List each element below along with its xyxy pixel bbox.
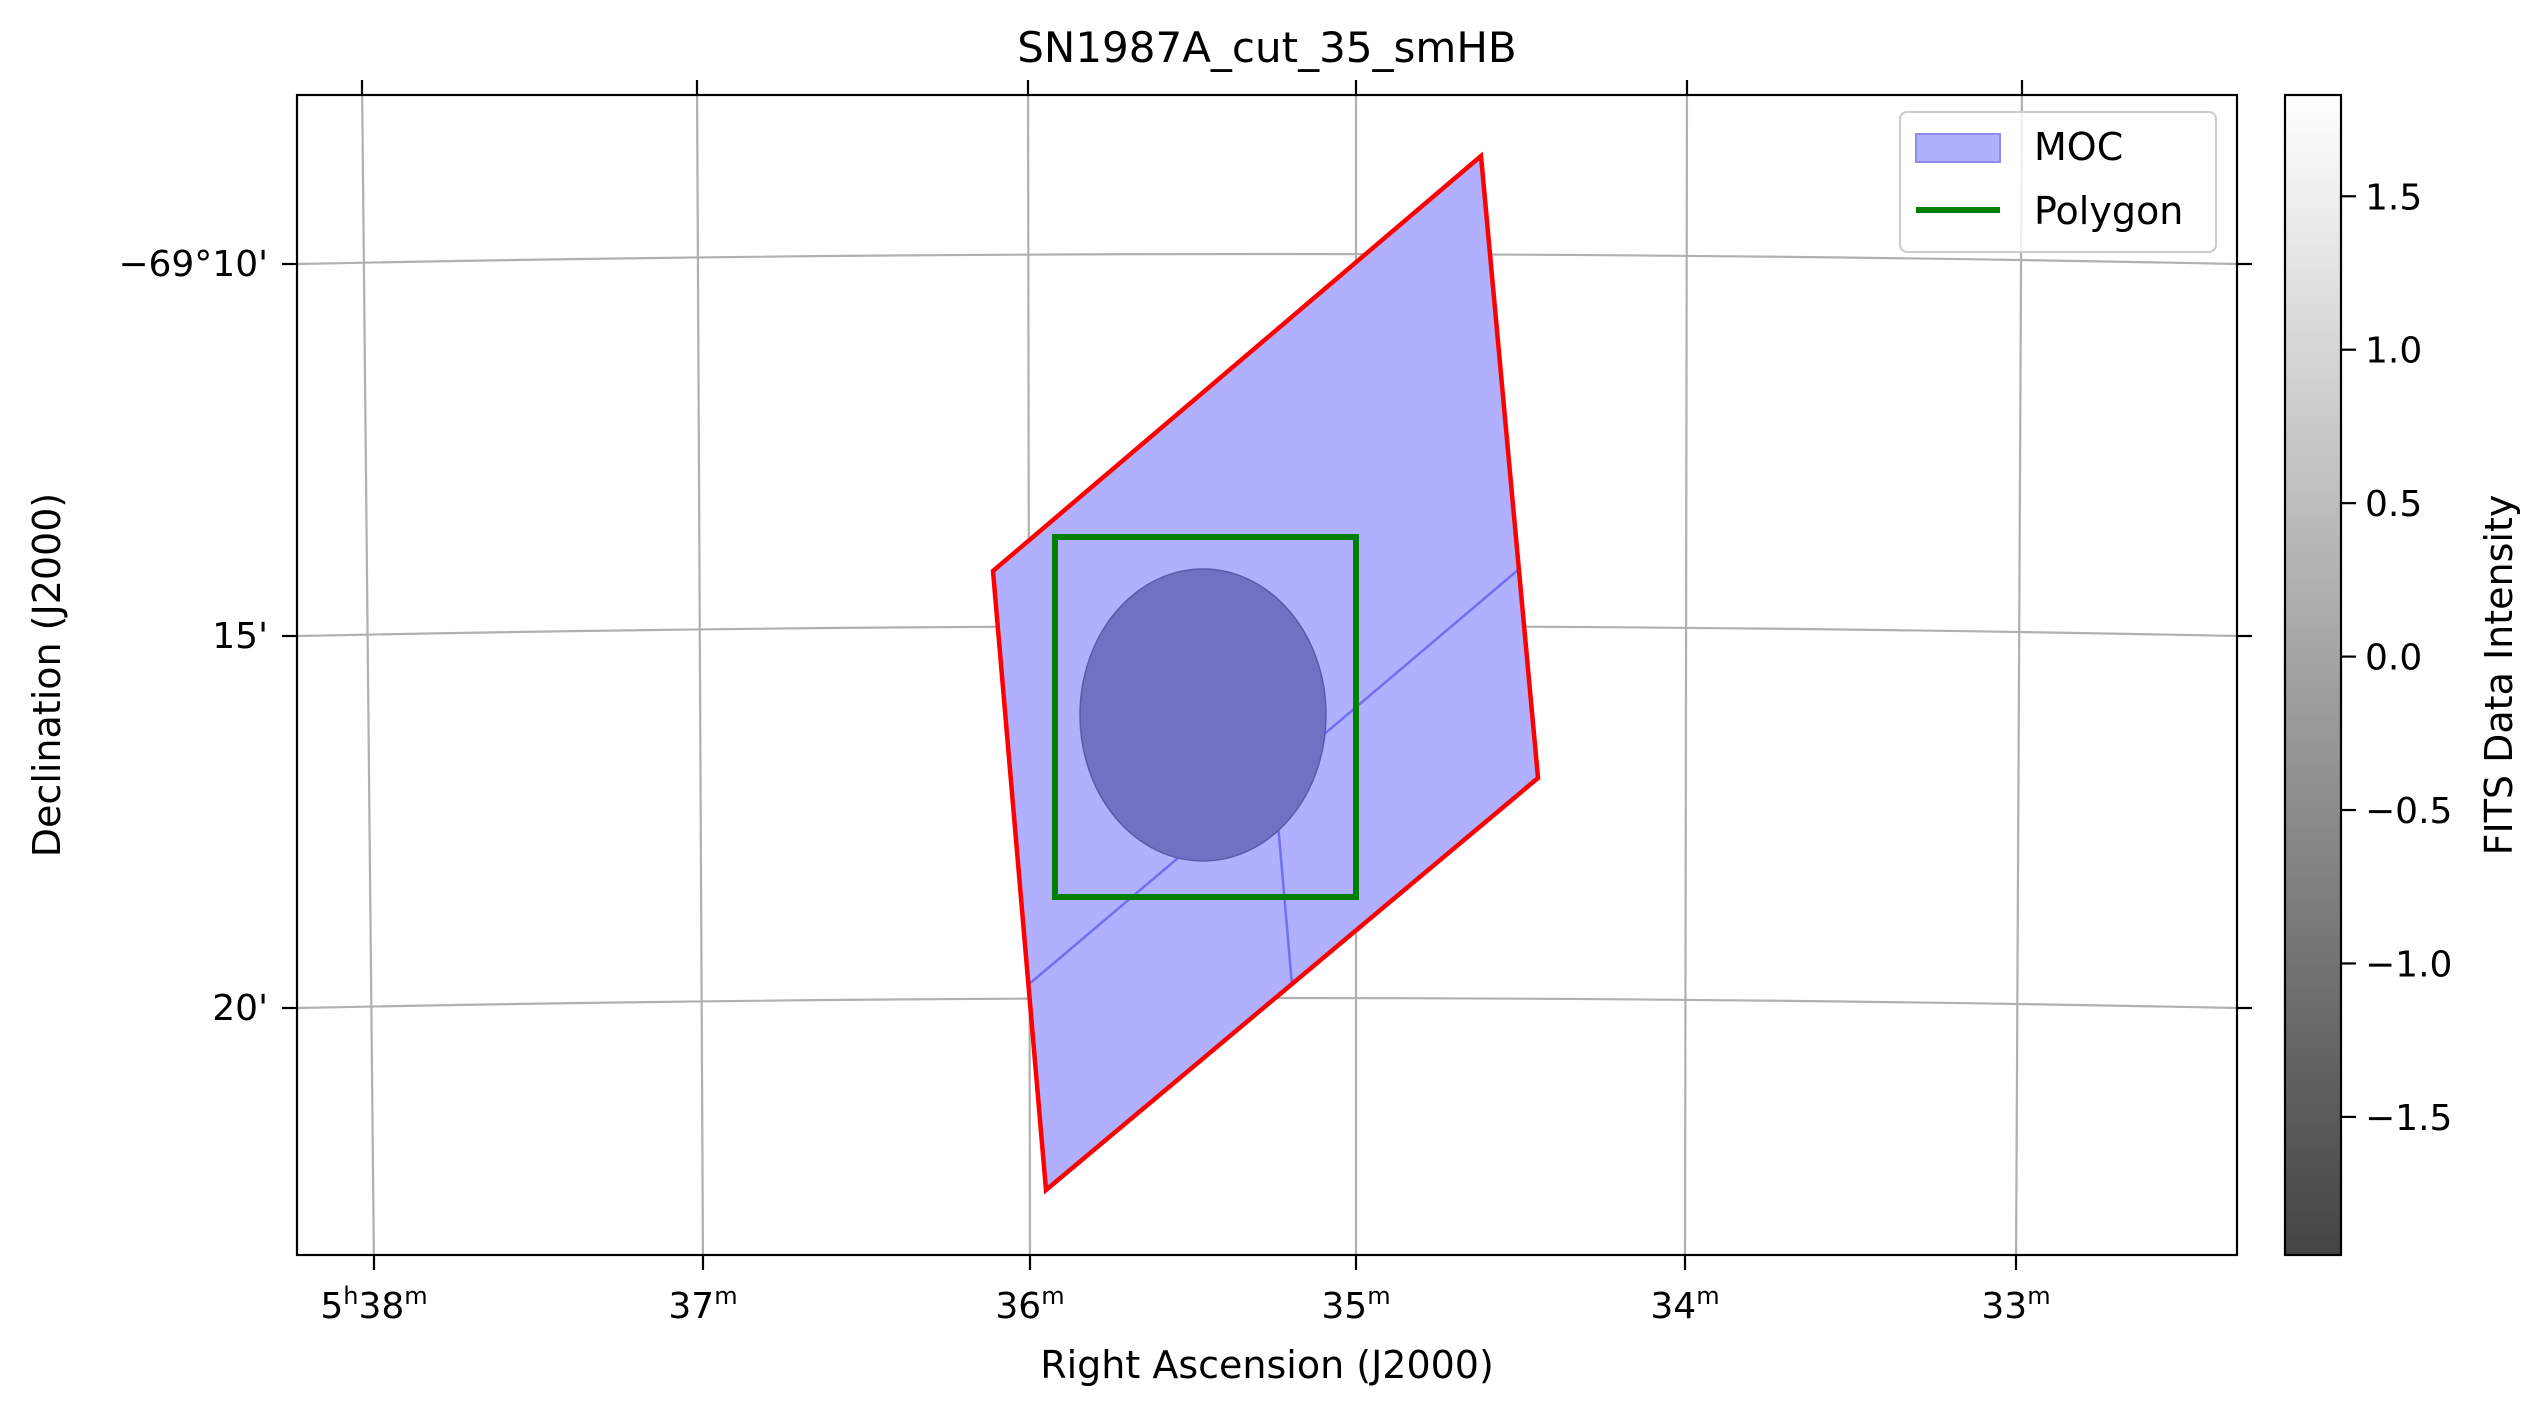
axes-frame <box>295 93 2239 1257</box>
moc-outline <box>990 151 1541 1195</box>
colorbar-label: FITS Data Intensity <box>2477 495 2521 856</box>
colorbar-gradient <box>2283 93 2343 1257</box>
y-axis-label: Declination (J2000) <box>25 493 69 857</box>
tick-marks <box>282 80 2252 1270</box>
chart-title: SN1987A_cut_35_smHB <box>1017 23 1517 72</box>
plot-area: 5h38m 37m 36m 35m 34m 33m −69°10' 15' 20… <box>25 80 2252 1387</box>
legend-moc-swatch <box>1915 133 2001 163</box>
polygon-shape <box>1052 534 1359 900</box>
colorbar-tick-label: 0.0 <box>2365 638 2422 679</box>
colorbar-tick-label: 1.0 <box>2365 331 2422 372</box>
x-tick-labels: 5h38m 37m 36m 35m 34m 33m <box>320 1282 2050 1327</box>
colorbar-tick-label: 0.5 <box>2365 484 2422 525</box>
x-tick-label: 5h38m <box>320 1282 427 1327</box>
grid-dec-10m <box>297 252 2237 266</box>
x-tick-label: 36m <box>995 1282 1064 1327</box>
colorbar-tick-label: −0.5 <box>2365 791 2452 832</box>
colorbar-tick-label: −1.5 <box>2365 1098 2452 1139</box>
grid-ra-34m <box>1683 95 1689 1255</box>
colorbar-tick-label: 1.5 <box>2365 177 2422 218</box>
legend-moc-label: MOC <box>2034 125 2123 169</box>
y-tick-label: −69°10' <box>118 244 268 285</box>
y-tick-label: 15' <box>212 616 268 657</box>
grid-ra-33m <box>2014 95 2024 1255</box>
grid-ra-37m <box>695 95 705 1255</box>
x-tick-label: 37m <box>668 1282 737 1327</box>
colorbar-tick-label: −1.0 <box>2365 944 2452 985</box>
y-tick-labels: −69°10' 15' 20' <box>118 244 268 1029</box>
legend-polygon-label: Polygon <box>2034 189 2183 233</box>
x-tick-label: 33m <box>1981 1282 2050 1327</box>
x-tick-label: 34m <box>1650 1282 1719 1327</box>
x-axis-label: Right Ascension (J2000) <box>1040 1343 1494 1387</box>
x-tick-label: 35m <box>1321 1282 1390 1327</box>
y-tick-label: 20' <box>212 988 268 1029</box>
legend: MOC Polygon <box>1899 111 2217 253</box>
grid-ra-38m <box>361 95 375 1255</box>
colorbar-ticks: 1.5 1.0 0.5 0.0 −0.5 −1.0 −1.5 <box>2341 177 2452 1139</box>
fits-data-disk <box>1079 568 1327 862</box>
colorbar: 1.5 1.0 0.5 0.0 −0.5 −1.0 −1.5 FITS Data Inten… <box>2283 93 2521 1257</box>
